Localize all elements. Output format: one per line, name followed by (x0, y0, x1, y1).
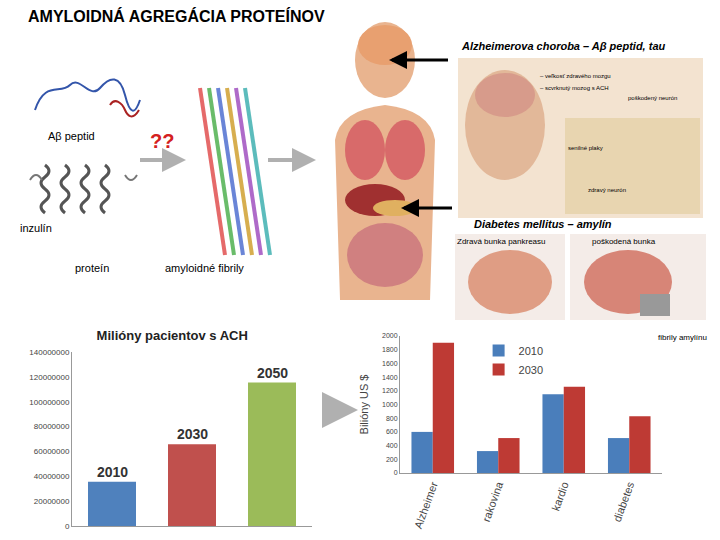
svg-text:Alzheimer: Alzheimer (412, 480, 440, 530)
svg-text:AMYLOIDNÁ AGREGÁCIA PROTEÍNOV: AMYLOIDNÁ AGREGÁCIA PROTEÍNOV (28, 7, 325, 25)
svg-text:rakovina: rakovina (480, 479, 506, 523)
svg-text:Bilióny US $: Bilióny US $ (358, 375, 370, 435)
svg-text:40000000: 40000000 (34, 472, 70, 481)
svg-text:140000000: 140000000 (29, 348, 70, 357)
svg-text:2010: 2010 (519, 345, 543, 357)
svg-text:2030: 2030 (519, 364, 543, 376)
svg-text:80000000: 80000000 (34, 422, 70, 431)
svg-text:poškodený neurón: poškodený neurón (628, 95, 677, 101)
svg-text:200: 200 (386, 456, 398, 463)
svg-text:??: ?? (150, 130, 174, 152)
svg-text:120000000: 120000000 (29, 373, 70, 382)
svg-text:1400: 1400 (382, 374, 398, 381)
svg-text:2000: 2000 (382, 332, 398, 339)
svg-text:1600: 1600 (382, 360, 398, 367)
svg-text:Zdravá bunka pankreasu: Zdravá bunka pankreasu (457, 237, 546, 246)
svg-text:2050: 2050 (257, 365, 288, 381)
svg-text:– scvrknutý mozog s ACH: – scvrknutý mozog s ACH (540, 85, 609, 91)
svg-text:20000000: 20000000 (34, 497, 70, 506)
svg-text:800: 800 (386, 415, 398, 422)
svg-text:Diabetes mellitus – amylín: Diabetes mellitus – amylín (474, 218, 612, 230)
svg-text:1200: 1200 (382, 387, 398, 394)
svg-text:zdravý neurón: zdravý neurón (588, 187, 626, 193)
svg-text:diabetes: diabetes (611, 480, 637, 524)
svg-text:2010: 2010 (97, 464, 128, 480)
svg-text:– veľkosť zdravého mozgu: – veľkosť zdravého mozgu (540, 73, 611, 79)
svg-text:0: 0 (394, 469, 398, 476)
svg-text:0: 0 (65, 522, 70, 531)
svg-text:Milióny pacientov s ACH: Milióny pacientov s ACH (97, 328, 248, 343)
svg-text:kardio: kardio (549, 480, 571, 512)
svg-text:1800: 1800 (382, 346, 398, 353)
svg-text:senilné plaky: senilné plaky (568, 145, 603, 151)
svg-text:100000000: 100000000 (29, 398, 70, 407)
svg-text:600: 600 (386, 428, 398, 435)
svg-text:Alzheimerova choroba – Aβ pept: Alzheimerova choroba – Aβ peptid, tau (461, 40, 666, 52)
svg-text:400: 400 (386, 442, 398, 449)
svg-text:Aβ peptid: Aβ peptid (48, 130, 95, 142)
svg-text:poškodená bunka: poškodená bunka (592, 237, 656, 246)
svg-text:proteín: proteín (75, 262, 109, 274)
svg-text:inzulín: inzulín (20, 222, 52, 234)
svg-text:60000000: 60000000 (34, 447, 70, 456)
svg-text:2030: 2030 (177, 426, 208, 442)
svg-text:amyloidné fibrily: amyloidné fibrily (165, 262, 244, 274)
svg-text:1000: 1000 (382, 401, 398, 408)
svg-text:fibrily amylínu: fibrily amylínu (658, 333, 707, 342)
